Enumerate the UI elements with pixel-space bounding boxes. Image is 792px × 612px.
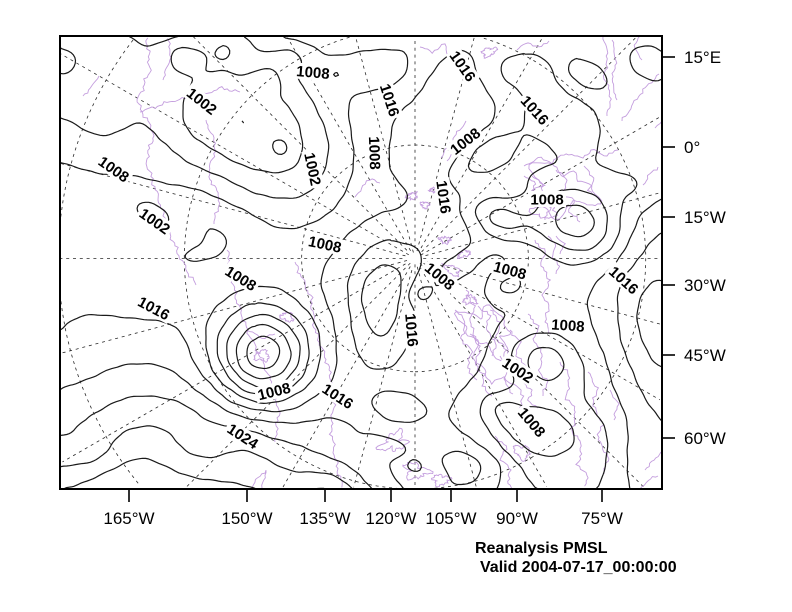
svg-text:60°W: 60°W <box>684 429 726 448</box>
svg-text:165°W: 165°W <box>103 509 154 528</box>
svg-text:45°W: 45°W <box>684 346 726 365</box>
svg-text:15°E: 15°E <box>684 48 721 67</box>
svg-text:75°W: 75°W <box>581 509 623 528</box>
svg-text:1008: 1008 <box>365 136 383 170</box>
svg-text:135°W: 135°W <box>299 509 350 528</box>
svg-text:150°W: 150°W <box>221 509 272 528</box>
svg-text:120°W: 120°W <box>365 509 416 528</box>
svg-text:1008: 1008 <box>530 192 563 209</box>
svg-text:105°W: 105°W <box>425 509 476 528</box>
svg-text:1008: 1008 <box>307 233 343 257</box>
svg-text:90°W: 90°W <box>496 509 538 528</box>
svg-text:1002: 1002 <box>300 151 324 187</box>
svg-text:0°: 0° <box>684 138 700 157</box>
svg-text:1008: 1008 <box>551 316 585 335</box>
svg-text:1016: 1016 <box>401 313 421 348</box>
svg-text:1008: 1008 <box>296 63 331 83</box>
svg-text:Reanalysis PMSL: Reanalysis PMSL <box>475 540 608 557</box>
svg-text:30°W: 30°W <box>684 276 726 295</box>
svg-text:Valid 2004-07-17_00:00:00: Valid 2004-07-17_00:00:00 <box>480 559 677 576</box>
svg-text:1016: 1016 <box>432 179 453 214</box>
svg-text:15°W: 15°W <box>684 208 726 227</box>
